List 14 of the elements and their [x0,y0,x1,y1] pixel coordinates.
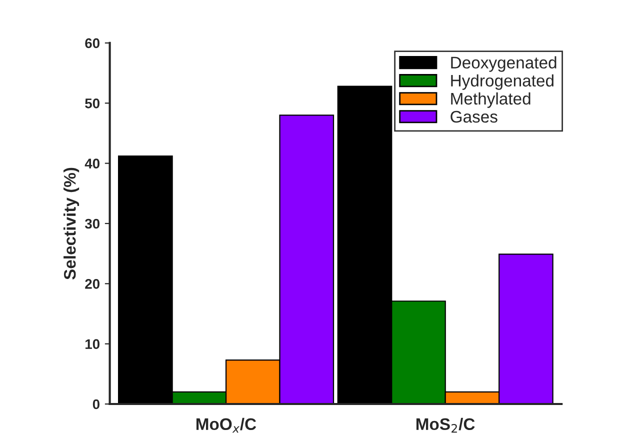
y-tick-label: 0 [92,399,100,410]
y-tick-label: 20 [85,279,100,289]
legend-label: Deoxygenated [451,56,556,72]
y-axis-title: Selectivity (%) [64,168,80,280]
y-tick-label: 50 [85,98,100,108]
x-tick-label: MoO$_{x}$/C [196,418,256,433]
x-tick-label: MoS$_{2}$/C [416,418,475,433]
legend-label: Hydrogenated [451,74,554,90]
y-tick-label: 10 [86,339,100,350]
legend-label: Gases [450,110,498,123]
y-tick-label: 30 [84,218,100,229]
legend-label: Methylated [451,92,530,108]
y-tick-label: 60 [85,38,100,48]
y-tick-label: 40 [84,158,100,168]
